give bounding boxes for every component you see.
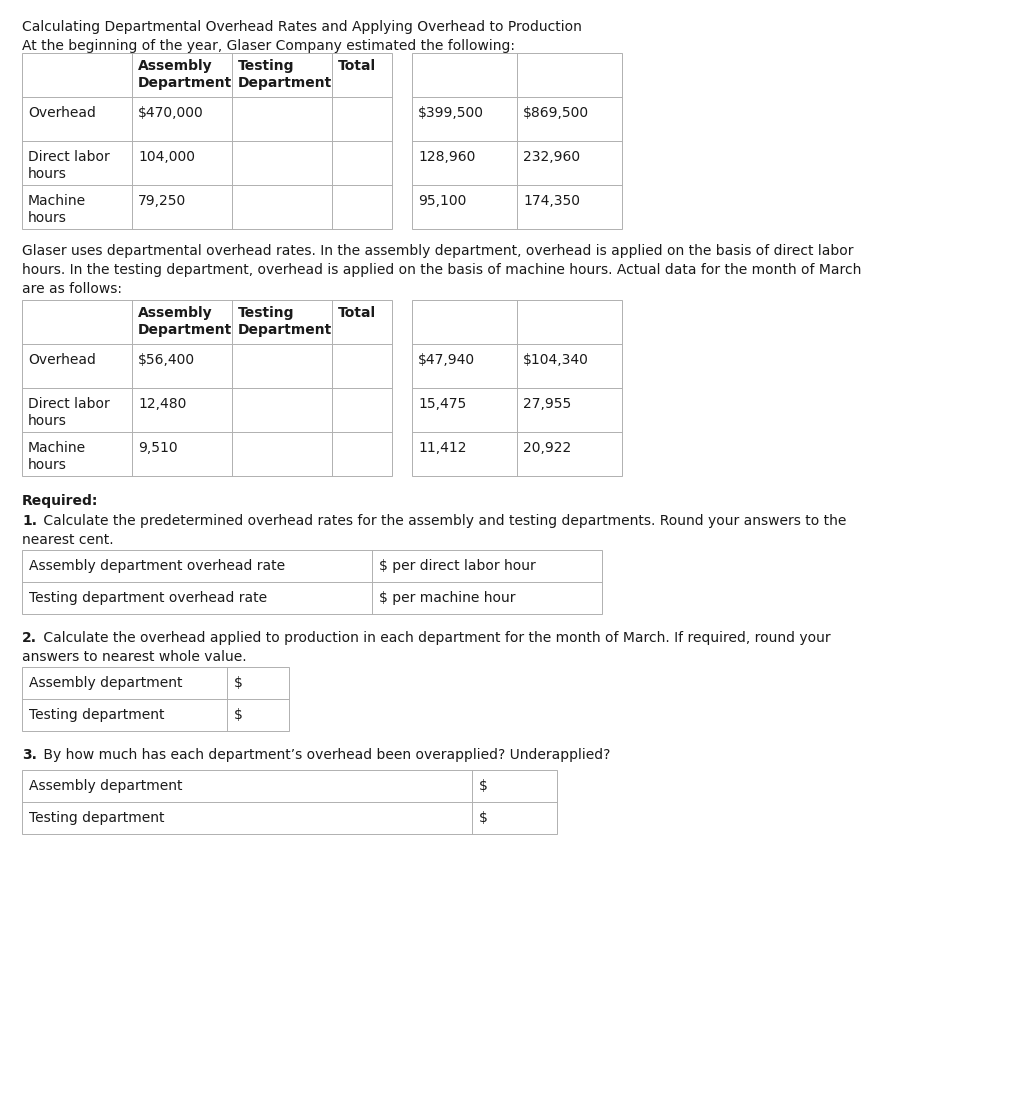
Text: $869,500: $869,500 (523, 106, 589, 119)
Text: Total: Total (338, 59, 376, 73)
Text: 1.: 1. (22, 514, 37, 528)
Text: nearest cent.: nearest cent. (22, 533, 114, 547)
Text: 3.: 3. (22, 747, 37, 762)
Text: Required:: Required: (22, 494, 99, 509)
Text: Calculate the overhead applied to production in each department for the month of: Calculate the overhead applied to produc… (39, 631, 831, 646)
Text: 20,922: 20,922 (523, 441, 571, 455)
Text: 95,100: 95,100 (418, 194, 466, 208)
Text: $104,340: $104,340 (523, 353, 589, 367)
Text: Overhead: Overhead (28, 353, 96, 367)
Text: 128,960: 128,960 (418, 150, 475, 164)
Text: Testing
Department: Testing Department (238, 306, 332, 338)
Text: 12,480: 12,480 (138, 397, 186, 411)
Text: $47,940: $47,940 (418, 353, 475, 367)
Text: Assembly
Department: Assembly Department (138, 306, 233, 338)
Bar (22, 300, 392, 476)
Text: Total: Total (338, 306, 376, 320)
Text: 104,000: 104,000 (138, 150, 195, 164)
Text: Assembly department overhead rate: Assembly department overhead rate (29, 559, 285, 573)
Text: 27,955: 27,955 (523, 397, 571, 411)
Text: answers to nearest whole value.: answers to nearest whole value. (22, 650, 247, 664)
Text: At the beginning of the year, Glaser Company estimated the following:: At the beginning of the year, Glaser Com… (22, 39, 515, 53)
Text: 174,350: 174,350 (523, 194, 580, 208)
Text: Machine
hours: Machine hours (28, 194, 86, 226)
Text: $399,500: $399,500 (418, 106, 484, 119)
Text: $ per machine hour: $ per machine hour (379, 591, 515, 605)
Text: Direct labor
hours: Direct labor hours (28, 397, 110, 429)
Text: are as follows:: are as follows: (22, 282, 122, 296)
Text: Calculate the predetermined overhead rates for the assembly and testing departme: Calculate the predetermined overhead rat… (39, 514, 846, 528)
Bar (22, 550, 602, 614)
Text: Testing department: Testing department (29, 811, 165, 825)
Text: $56,400: $56,400 (138, 353, 195, 367)
Text: $: $ (234, 676, 243, 690)
Bar (412, 300, 622, 476)
Text: $: $ (479, 779, 488, 794)
Text: $470,000: $470,000 (138, 106, 204, 119)
Text: $: $ (234, 708, 243, 722)
Text: Calculating Departmental Overhead Rates and Applying Overhead to Production: Calculating Departmental Overhead Rates … (22, 20, 582, 34)
Text: 79,250: 79,250 (138, 194, 186, 208)
Text: $ per direct labor hour: $ per direct labor hour (379, 559, 535, 573)
Text: 232,960: 232,960 (523, 150, 580, 164)
Text: 9,510: 9,510 (138, 441, 178, 455)
Bar (22, 53, 392, 229)
Bar (22, 667, 289, 731)
Text: Glaser uses departmental overhead rates. In the assembly department, overhead is: Glaser uses departmental overhead rates.… (22, 244, 853, 258)
Text: hours. In the testing department, overhead is applied on the basis of machine ho: hours. In the testing department, overhe… (22, 263, 862, 277)
Text: $: $ (479, 811, 488, 825)
Text: Assembly
Department: Assembly Department (138, 59, 233, 90)
Text: Overhead: Overhead (28, 106, 96, 119)
Text: 11,412: 11,412 (418, 441, 466, 455)
Text: Machine
hours: Machine hours (28, 441, 86, 472)
Text: By how much has each department’s overhead been overapplied? Underapplied?: By how much has each department’s overhe… (39, 747, 611, 762)
Text: Testing department overhead rate: Testing department overhead rate (29, 591, 267, 605)
Text: Testing
Department: Testing Department (238, 59, 332, 90)
Text: Assembly department: Assembly department (29, 779, 183, 794)
Bar (412, 53, 622, 229)
Text: 2.: 2. (22, 631, 37, 646)
Text: Assembly department: Assembly department (29, 676, 183, 690)
Bar (22, 770, 557, 834)
Text: 15,475: 15,475 (418, 397, 466, 411)
Text: Direct labor
hours: Direct labor hours (28, 150, 110, 181)
Text: Testing department: Testing department (29, 708, 165, 722)
